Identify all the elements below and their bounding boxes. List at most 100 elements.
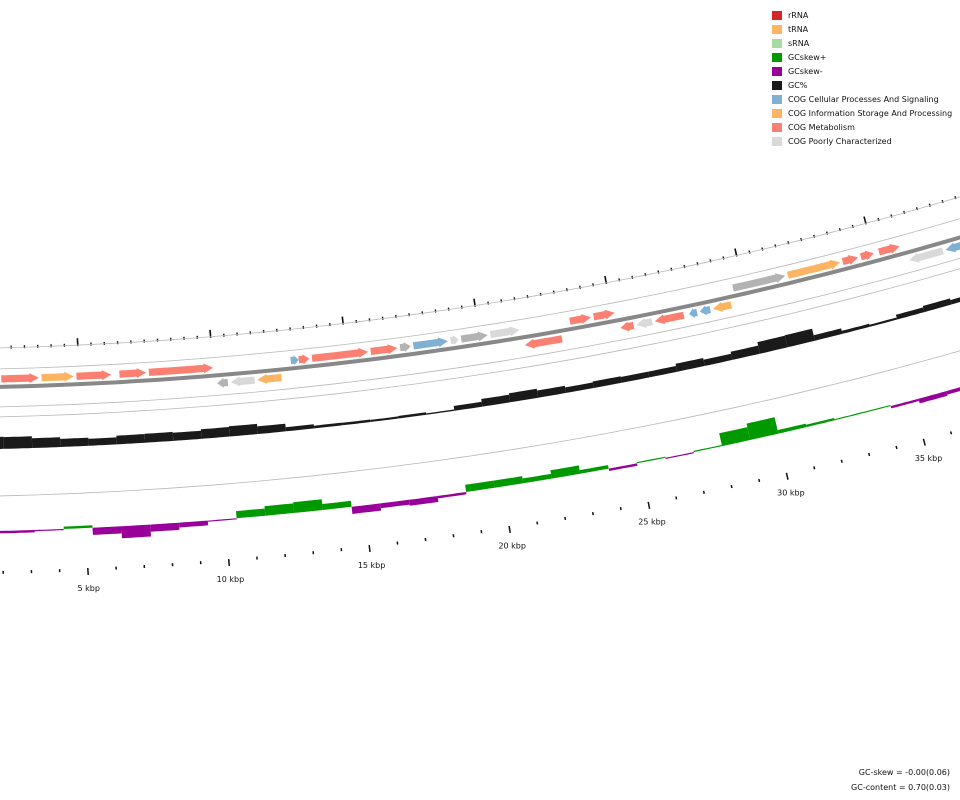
gc-skew-track [0,387,960,539]
legend-label: GC% [788,80,808,90]
legend-item: GC% [772,78,960,92]
forward-gene [593,309,615,321]
minor-tick [670,267,673,271]
gc-percent-bar [116,434,146,445]
gc-skew-negative-bar [351,503,382,514]
legend-label: GCskew+ [788,52,827,62]
gc-skew-positive-bar [63,525,93,529]
legend: rRNA tRNA sRNA GCskew+ GCskew- GC% COG Cellula… [772,8,960,148]
gc-percent-bar [813,328,843,341]
minor-tick [903,210,906,214]
gc-skew-negative-bar [6,530,35,534]
forward-gene [399,342,411,353]
scale-minor-tick [619,506,622,511]
scale-minor-tick [591,511,594,516]
scale-minor-tick [536,521,539,525]
minor-tick [748,250,751,254]
reverse-gene [620,321,635,332]
gc-percent-bar [60,437,89,447]
minor-tick [838,228,841,232]
forward-gene [732,273,786,292]
gc-skew-negative-bar [0,530,6,534]
gc-skew-negative-bar [380,499,410,509]
forward-gene [787,259,840,279]
gc-skew-negative-bar [34,529,64,532]
gc-skew-positive-bar [862,405,891,414]
gc-percent-bar [285,424,315,432]
minor-tick [826,231,829,235]
gc-percent-bar [313,422,343,429]
scale-major-tick [922,438,926,446]
minor-tick [800,237,803,242]
forward-gene [76,370,112,381]
gc-percent-bar [0,436,4,449]
scale-minor-tick [868,452,871,457]
gc-skew-negative-bar [179,520,209,528]
gc-percent-bar [922,298,952,313]
gc-percent-bar [172,430,202,441]
legend-swatch [772,52,782,62]
forward-gene [41,371,74,382]
ring-line [0,196,960,349]
gc-percent-bar [950,297,960,305]
scale-tick-label: 35 kbp [915,454,943,463]
minor-tick [722,256,725,260]
reverse-gene [689,308,698,318]
minor-tick [618,278,621,282]
legend-label: COG Metabolism [788,122,855,132]
minor-tick [683,264,686,269]
minor-tick [644,273,647,277]
minor-tick [696,262,699,266]
gc-percent-bar [620,371,650,383]
ring-line [0,257,960,408]
reverse-gene [524,335,563,349]
gc-percent-bar [565,382,594,393]
gc-skew-negative-bar [92,526,122,535]
legend-item: tRNA [772,22,960,36]
gc-skew-positive-bar [522,473,552,484]
gc-percent-bar [144,431,174,443]
gc-percent-bar [398,412,427,419]
scale-tick-label: 10 kbp [217,575,245,584]
scale-minor-tick [813,466,816,470]
gc-skew-positive-bar [579,465,609,474]
legend-swatch [772,66,782,76]
legend-label: tRNA [788,24,809,34]
gc-percent-bar [537,385,567,398]
gc-percent-bar [200,427,230,439]
gc-percent-bar [3,436,33,449]
scale-minor-tick [675,496,678,500]
gc-percent-bar [841,323,870,334]
gc-skew-negative-bar [665,452,694,459]
gc-percent-bar [895,307,925,320]
minor-tick [447,307,450,311]
legend-label: COG Poorly Characterized [788,136,892,146]
gc-percent-bar [757,335,788,354]
minor-tick [592,283,595,287]
gc-content-stat: GC-content = 0.70(0.03) [851,783,950,792]
forward-gene [311,347,369,362]
legend-item: rRNA [772,8,960,22]
scale-minor-tick [564,516,567,521]
gc-skew-negative-bar [918,391,948,404]
minor-tick [631,275,634,279]
minor-tick [890,214,893,218]
forward-gene [489,326,520,339]
gc-skew-positive-bar [777,423,807,434]
legend-label: COG Cellular Processes And Signaling [788,94,939,104]
legend-item: COG Metabolism [772,120,960,134]
gc-percent-bar [453,401,483,411]
reverse-gene [636,318,653,328]
scale-major-tick [785,472,789,480]
legend-swatch [772,80,782,90]
minor-tick [954,196,957,200]
scale-minor-tick [702,490,705,494]
forward-gene [859,250,874,261]
forward-gene [148,363,214,376]
gc-skew-positive-bar [834,412,863,421]
minor-tick [787,241,790,245]
minor-tick [813,234,816,238]
gc-percent-bar [508,388,539,403]
gc-skew-positive-bar [805,418,835,428]
